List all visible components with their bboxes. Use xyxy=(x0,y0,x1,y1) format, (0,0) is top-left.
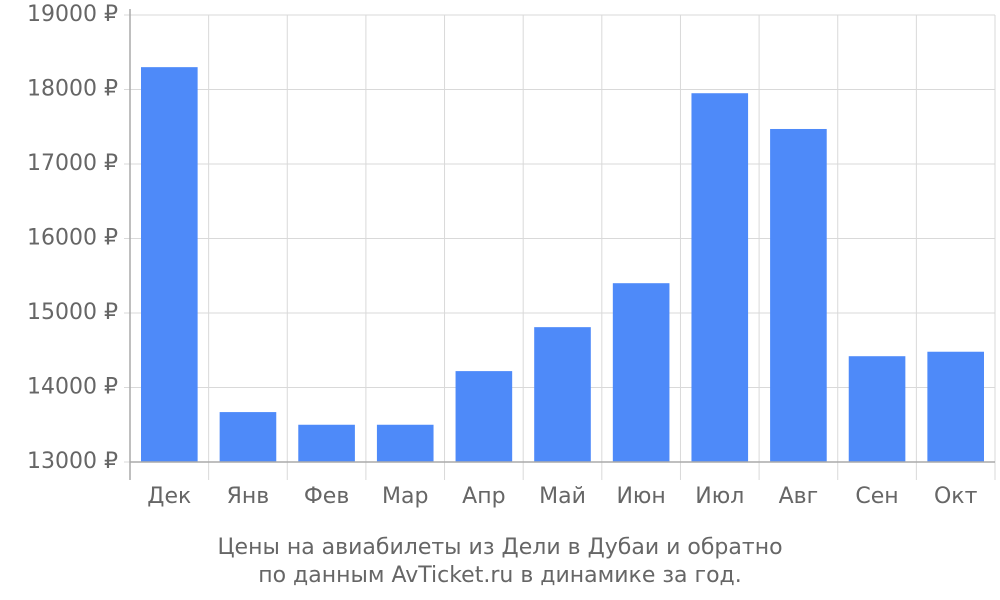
y-tick-label: 15000 ₽ xyxy=(27,300,118,325)
bar xyxy=(455,371,513,462)
bar xyxy=(219,412,277,462)
x-tick-label: Мар xyxy=(382,484,428,509)
x-tick-label: Фев xyxy=(304,484,349,509)
bar xyxy=(141,67,198,463)
x-tick-label: Май xyxy=(539,484,586,509)
chart-subtitle: по данным AvTicket.ru в динамике за год. xyxy=(258,563,742,588)
bar xyxy=(691,93,749,462)
chart-title: Цены на авиабилеты из Дели в Дубаи и обр… xyxy=(217,535,782,560)
x-tick-label: Июл xyxy=(695,484,744,509)
bar xyxy=(770,128,827,463)
y-tick-label: 19000 ₽ xyxy=(27,2,118,27)
x-tick-label: Июн xyxy=(616,484,665,509)
bar xyxy=(612,283,670,462)
x-tick-label: Апр xyxy=(462,484,505,509)
bar xyxy=(927,351,984,462)
bar xyxy=(298,424,355,462)
y-tick-label: 13000 ₽ xyxy=(27,449,118,474)
bar xyxy=(534,327,591,462)
x-tick-label: Янв xyxy=(227,484,270,509)
x-tick-label: Сен xyxy=(855,484,898,509)
bar xyxy=(848,356,906,462)
y-tick-label: 18000 ₽ xyxy=(27,77,118,102)
x-tick-label: Авг xyxy=(779,484,819,509)
x-tick-label: Окт xyxy=(934,484,978,509)
x-tick-label: Дек xyxy=(147,484,191,509)
y-tick-label: 16000 ₽ xyxy=(27,226,118,251)
y-tick-label: 14000 ₽ xyxy=(27,375,118,400)
y-tick-label: 17000 ₽ xyxy=(27,151,118,176)
bar xyxy=(376,424,434,462)
